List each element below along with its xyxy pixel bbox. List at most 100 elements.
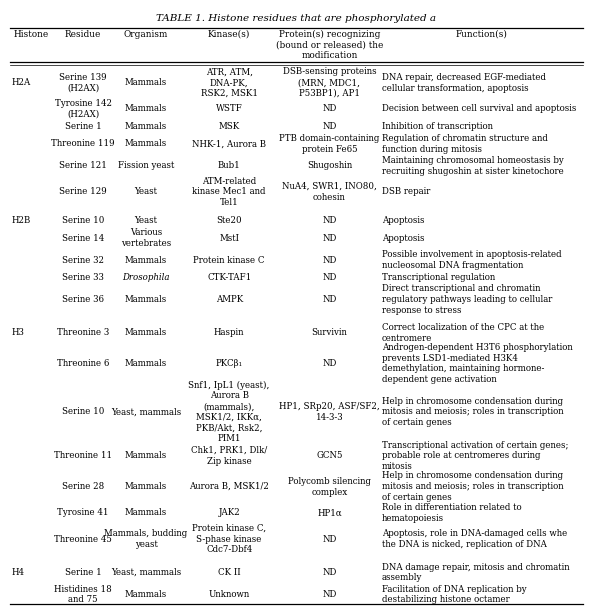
Text: WSTF: WSTF xyxy=(216,105,243,114)
Text: Threonine 3: Threonine 3 xyxy=(57,328,109,337)
Text: MstI: MstI xyxy=(219,234,239,243)
Text: Mammals: Mammals xyxy=(125,256,167,264)
Text: Apoptosis: Apoptosis xyxy=(381,216,424,226)
Text: Protein(s) recognizing
(bound or released) the
modification: Protein(s) recognizing (bound or release… xyxy=(276,30,383,60)
Text: Mammals: Mammals xyxy=(125,140,167,148)
Text: Transcriptional activation of certain genes;
probable role at centromeres during: Transcriptional activation of certain ge… xyxy=(381,441,568,471)
Text: GCN5: GCN5 xyxy=(316,451,343,461)
Text: Serine 10: Serine 10 xyxy=(62,216,104,226)
Text: Transcriptional regulation: Transcriptional regulation xyxy=(381,273,495,282)
Text: H3: H3 xyxy=(12,328,25,337)
Text: MSK: MSK xyxy=(219,122,240,131)
Text: ND: ND xyxy=(322,216,337,226)
Text: AMPK: AMPK xyxy=(215,295,243,304)
Text: Inhibition of transcription: Inhibition of transcription xyxy=(381,122,493,131)
Text: Threonine 119: Threonine 119 xyxy=(51,140,115,148)
Text: Apoptosis: Apoptosis xyxy=(381,234,424,243)
Text: Threonine 6: Threonine 6 xyxy=(57,359,109,368)
Text: Facilitation of DNA replication by
destabilizing histone octamer: Facilitation of DNA replication by desta… xyxy=(381,585,526,605)
Text: Direct transcriptional and chromatin
regulatory pathways leading to cellular
res: Direct transcriptional and chromatin reg… xyxy=(381,284,552,315)
Text: ND: ND xyxy=(322,273,337,282)
Text: Drosophila: Drosophila xyxy=(122,273,170,282)
Text: Protein kinase C: Protein kinase C xyxy=(193,256,265,264)
Text: ND: ND xyxy=(322,234,337,243)
Text: NHK-1, Aurora B: NHK-1, Aurora B xyxy=(192,140,266,148)
Text: Serine 36: Serine 36 xyxy=(62,295,104,304)
Text: ATR, ATM,
DNA-PK,
RSK2, MSK1: ATR, ATM, DNA-PK, RSK2, MSK1 xyxy=(200,68,258,98)
Text: Help in chromosome condensation during
mitosis and meiosis; roles in transcripti: Help in chromosome condensation during m… xyxy=(381,397,563,427)
Text: Survivin: Survivin xyxy=(311,328,347,337)
Text: Mammals: Mammals xyxy=(125,295,167,304)
Text: Serine 121: Serine 121 xyxy=(59,161,107,170)
Text: Correct localization of the CPC at the
centromere: Correct localization of the CPC at the c… xyxy=(381,323,544,343)
Text: ND: ND xyxy=(322,256,337,264)
Text: HP1, SRp20, ASF/SF2,
14-3-3: HP1, SRp20, ASF/SF2, 14-3-3 xyxy=(279,402,380,422)
Text: PKCβ₁: PKCβ₁ xyxy=(216,359,243,368)
Text: ND: ND xyxy=(322,122,337,131)
Text: Ste20: Ste20 xyxy=(216,216,242,226)
Text: ND: ND xyxy=(322,105,337,114)
Text: Snf1, IpL1 (yeast),
Aurora B
(mammals),
MSK1/2, IKKα,
PKB/Akt, Rsk2,
PIM1: Snf1, IpL1 (yeast), Aurora B (mammals), … xyxy=(189,381,270,443)
Text: DNA damage repair, mitosis and chromatin
assembly: DNA damage repair, mitosis and chromatin… xyxy=(381,563,569,582)
Text: Chk1, PRK1, Dlk/
Zip kinase: Chk1, PRK1, Dlk/ Zip kinase xyxy=(191,446,267,466)
Text: CTK-TAF1: CTK-TAF1 xyxy=(207,273,251,282)
Text: Histone: Histone xyxy=(14,30,49,39)
Text: Help in chromosome condensation during
mitosis and meiosis; roles in transcripti: Help in chromosome condensation during m… xyxy=(381,472,563,502)
Text: Polycomb silencing
complex: Polycomb silencing complex xyxy=(288,477,371,496)
Text: Serine 32: Serine 32 xyxy=(62,256,104,264)
Text: ND: ND xyxy=(322,534,337,544)
Text: Tyrosine 41: Tyrosine 41 xyxy=(58,509,109,517)
Text: Protein kinase C,
S-phase kinase
Cdc7-Dbf4: Protein kinase C, S-phase kinase Cdc7-Db… xyxy=(192,524,266,555)
Text: Serine 33: Serine 33 xyxy=(62,273,104,282)
Text: Serine 28: Serine 28 xyxy=(62,482,104,491)
Text: Serine 1: Serine 1 xyxy=(65,568,101,577)
Text: Mammals: Mammals xyxy=(125,78,167,87)
Text: Threonine 45: Threonine 45 xyxy=(54,534,112,544)
Text: Decision between cell survival and apoptosis: Decision between cell survival and apopt… xyxy=(381,105,576,114)
Text: Yeast, mammals: Yeast, mammals xyxy=(111,568,181,577)
Text: H4: H4 xyxy=(12,568,25,577)
Text: ND: ND xyxy=(322,590,337,599)
Text: Serine 14: Serine 14 xyxy=(62,234,104,243)
Text: Regulation of chromatin structure and
function during mitosis: Regulation of chromatin structure and fu… xyxy=(381,134,547,154)
Text: Threonine 11: Threonine 11 xyxy=(54,451,112,461)
Text: Serine 129: Serine 129 xyxy=(59,188,107,196)
Text: Yeast, mammals: Yeast, mammals xyxy=(111,408,181,416)
Text: ND: ND xyxy=(322,295,337,304)
Text: Histidines 18
and 75: Histidines 18 and 75 xyxy=(54,585,112,605)
Text: Fission yeast: Fission yeast xyxy=(118,161,174,170)
Text: H2A: H2A xyxy=(12,78,31,87)
Text: H2B: H2B xyxy=(12,216,31,226)
Text: Bub1: Bub1 xyxy=(218,161,241,170)
Text: Mammals: Mammals xyxy=(125,482,167,491)
Text: DNA repair, decreased EGF-mediated
cellular transformation, apoptosis: DNA repair, decreased EGF-mediated cellu… xyxy=(381,73,546,93)
Text: HP1α: HP1α xyxy=(317,509,342,517)
Text: ATM-related
kinase Mec1 and
Tel1: ATM-related kinase Mec1 and Tel1 xyxy=(192,177,266,207)
Text: Serine 139
(H2AX): Serine 139 (H2AX) xyxy=(59,73,107,93)
Text: Yeast: Yeast xyxy=(135,216,158,226)
Text: Tyrosine 142
(H2AX): Tyrosine 142 (H2AX) xyxy=(55,99,111,119)
Text: Maintaining chromosomal homeostasis by
recruiting shugoshin at sister kinetochor: Maintaining chromosomal homeostasis by r… xyxy=(381,156,563,175)
Text: Role in differentiation related to
hematopoiesis: Role in differentiation related to hemat… xyxy=(381,503,521,523)
Text: Mammals: Mammals xyxy=(125,359,167,368)
Text: Aurora B, MSK1/2: Aurora B, MSK1/2 xyxy=(189,482,269,491)
Text: Mammals, budding
yeast: Mammals, budding yeast xyxy=(104,530,188,549)
Text: Kinase(s): Kinase(s) xyxy=(208,30,250,39)
Text: Haspin: Haspin xyxy=(214,328,244,337)
Text: ND: ND xyxy=(322,568,337,577)
Text: Apoptosis, role in DNA-damaged cells whe
the DNA is nicked, replication of DNA: Apoptosis, role in DNA-damaged cells whe… xyxy=(381,530,567,549)
Text: Mammals: Mammals xyxy=(125,122,167,131)
Text: Mammals: Mammals xyxy=(125,105,167,114)
Text: Yeast: Yeast xyxy=(135,188,158,196)
Text: NuA4, SWR1, INO80,
cohesin: NuA4, SWR1, INO80, cohesin xyxy=(282,182,377,202)
Text: Various
vertebrates: Various vertebrates xyxy=(121,228,171,248)
Text: JAK2: JAK2 xyxy=(218,509,240,517)
Text: Organism: Organism xyxy=(124,30,168,39)
Text: Mammals: Mammals xyxy=(125,451,167,461)
Text: Residue: Residue xyxy=(65,30,101,39)
Text: Mammals: Mammals xyxy=(125,328,167,337)
Text: Androgen-dependent H3T6 phosphorylation
prevents LSD1-mediated H3K4
demethylatio: Androgen-dependent H3T6 phosphorylation … xyxy=(381,343,572,384)
Text: Serine 1: Serine 1 xyxy=(65,122,101,131)
Text: Function(s): Function(s) xyxy=(455,30,507,39)
Text: TABLE 1. Histone residues that are phosphorylated a: TABLE 1. Histone residues that are phosp… xyxy=(157,14,436,23)
